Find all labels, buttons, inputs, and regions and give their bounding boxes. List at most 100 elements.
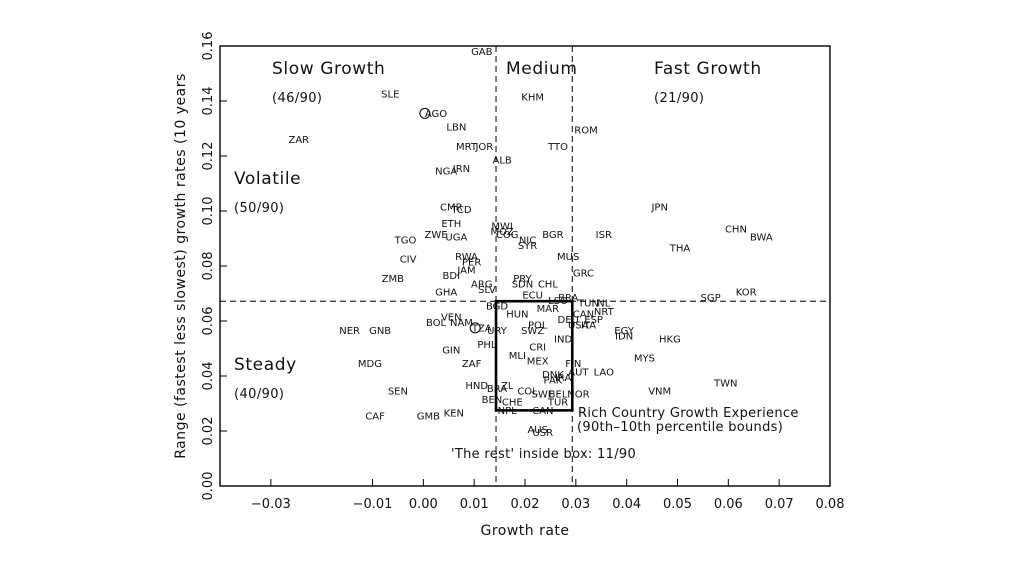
x-tick-label: 0.04 [612, 497, 641, 512]
country-point-label: POL [528, 321, 548, 332]
country-point-label: ROM [574, 125, 597, 136]
volatile-count: (50/90) [234, 201, 284, 216]
y-tick-label: 0.14 [201, 87, 216, 116]
country-point-label: MRT [456, 142, 478, 153]
country-point-label: SDN [512, 279, 534, 290]
country-point-label: CHL [538, 279, 559, 290]
country-point-label: MEX [527, 356, 549, 367]
country-point-label: ETH [441, 219, 461, 230]
country-point-label: TZA [471, 323, 492, 334]
country-point-label: URY [487, 326, 508, 337]
country-point-label: GNB [369, 326, 391, 337]
y-tick-label: 0.00 [201, 472, 216, 501]
x-axis-title: Growth rate [480, 523, 569, 539]
country-point-label: NER [339, 326, 360, 337]
slow-growth-label: Slow Growth [272, 59, 385, 79]
country-point-label: PHL [477, 340, 497, 351]
country-point-label: KOR [736, 288, 757, 299]
country-point-label: CAN [532, 406, 553, 417]
country-point-label: KHM [521, 92, 544, 103]
country-point-label: SGP [700, 293, 720, 304]
rest-inside-box-note: 'The rest' inside box: 11/90 [451, 447, 636, 462]
country-point-label: HUN [506, 310, 528, 321]
country-point-label: GIN [442, 345, 460, 356]
country-point-label: GRC [573, 268, 594, 279]
country-point-label: UGA [445, 233, 467, 244]
country-point-label: THA [669, 244, 691, 255]
country-point-label: TUN [577, 299, 599, 310]
y-tick-label: 0.06 [201, 307, 216, 336]
country-point-label: TGO [394, 235, 417, 246]
highlight-circle-marker [469, 322, 481, 334]
country-point-label: BGR [542, 230, 563, 241]
country-point-label: GHA [435, 288, 457, 299]
country-point-label: ALB [492, 156, 511, 167]
x-tick-label: 0.01 [460, 497, 489, 512]
plot-area: −0.03 −0.01 0.00 0.01 0.02 0.03 0.04 0.05 0.06 0.… [201, 32, 844, 512]
country-point-label: BEL [549, 389, 568, 400]
country-point-label: NRT [594, 307, 615, 318]
country-point-label: BDI [443, 271, 461, 282]
country-point-label: GAB [471, 47, 493, 58]
country-point-label: BRA [487, 384, 507, 395]
country-point-label: EGY [614, 326, 635, 337]
country-point-label: NL [597, 299, 610, 310]
x-tick-label: 0.03 [561, 497, 590, 512]
country-point-label: TUR [547, 398, 568, 409]
country-point-label: DEU [558, 315, 579, 326]
country-point-label: ESP [584, 315, 603, 326]
country-point-label: ZAR [288, 135, 309, 146]
country-point-label: CAN [573, 310, 594, 321]
country-point-label: CHN [725, 224, 747, 235]
y-tick-label: 0.12 [201, 142, 216, 171]
country-point-label: RWA [455, 252, 478, 263]
country-point-label: CIV [400, 255, 417, 266]
x-tick-label: −0.03 [251, 497, 291, 512]
country-point-label: NPL [498, 406, 518, 417]
country-point-label: LSO [548, 296, 568, 307]
country-point-label: SLE [381, 90, 399, 101]
country-point-label: MYS [634, 354, 655, 365]
country-point-label: JPN [650, 202, 667, 213]
country-point-label: MWI [491, 222, 512, 233]
country-point-label: BGD [486, 301, 508, 312]
country-point-label: COL [517, 387, 538, 398]
country-point-label: ZWE [425, 230, 448, 241]
country-point-label: ARG [471, 279, 493, 290]
country-point-label: IRA [555, 373, 571, 384]
steady-count: (40/90) [234, 387, 284, 402]
fast-growth-count: (21/90) [654, 91, 704, 106]
country-point-label: LAO [594, 367, 614, 378]
country-point-label: CMR [440, 202, 463, 213]
y-tick-label: 0.10 [201, 197, 216, 226]
country-point-label: CHE [502, 398, 523, 409]
steady-label: Steady [234, 355, 297, 375]
country-point-label: BEN [482, 395, 503, 406]
country-point-label: GMB [417, 411, 440, 422]
x-tick-label: 0.02 [511, 497, 540, 512]
country-point-label: FIN [565, 359, 581, 370]
country-point-label: PRY [513, 274, 532, 285]
country-point-label: MDG [358, 359, 382, 370]
country-point-label: JOR [474, 142, 493, 153]
country-point-label: CAF [365, 411, 385, 422]
x-tick-label: 0.08 [816, 497, 845, 512]
country-point-label: AGO [425, 109, 447, 120]
country-point-label: SWE [532, 389, 555, 400]
country-point-label: ZAF [462, 359, 482, 370]
country-point-label: ITA [581, 321, 596, 332]
x-tick-label: −0.01 [353, 497, 393, 512]
country-point-label: VEN [441, 312, 462, 323]
country-point-label: MAR [537, 304, 559, 315]
country-point-label: NAM [450, 318, 473, 329]
country-point-label: IRN [453, 164, 470, 175]
country-point-label: CRI [529, 343, 546, 354]
y-tick-label: 0.04 [201, 362, 216, 391]
rich-country-box [494, 299, 574, 412]
x-tick-label: 0.00 [409, 497, 438, 512]
y-axis-title: Range (fastest less slowest) growth rate… [173, 73, 189, 459]
country-point-label: MUS [557, 252, 579, 263]
y-tick-label: 0.16 [201, 32, 216, 61]
country-point-label: USR [532, 428, 553, 439]
country-point-label: NOR [567, 389, 589, 400]
